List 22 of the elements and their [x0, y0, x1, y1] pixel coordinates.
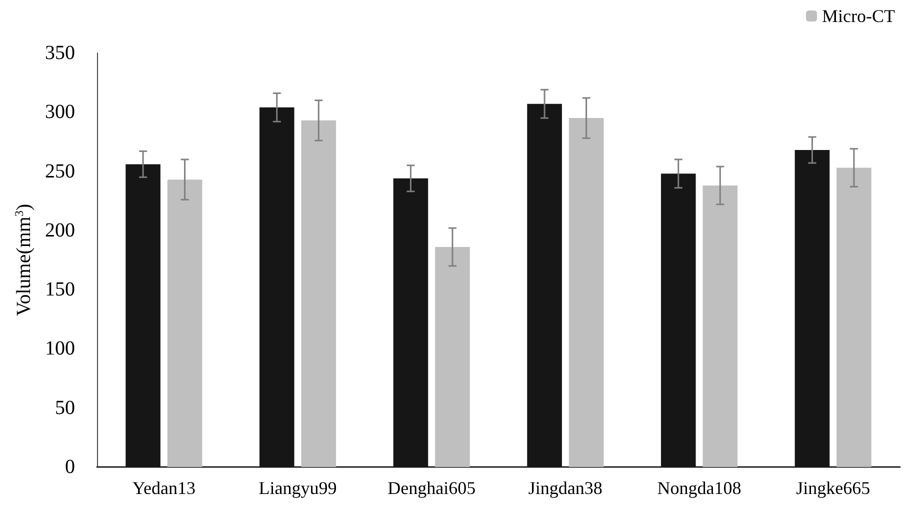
bar: [301, 120, 336, 467]
bar: [435, 246, 470, 467]
x-tick-label: Nongda108: [657, 478, 742, 498]
bar: [702, 185, 738, 467]
x-tick-label: Liangyu99: [258, 478, 337, 498]
y-tick-label: 250: [45, 160, 75, 182]
x-tick-label: Yedan13: [132, 478, 196, 498]
y-axis-title: Volume(mm3): [12, 204, 36, 316]
x-tick-label: Jingdan38: [528, 478, 602, 498]
y-tick-label: 300: [45, 101, 75, 124]
y-tick-label: 50: [55, 396, 75, 419]
y-tick-label: 200: [45, 219, 75, 242]
legend-label: Micro-CT: [822, 6, 896, 26]
y-tick-label: 0: [65, 456, 75, 478]
bar: [568, 118, 604, 467]
y-tick-label: 150: [45, 278, 75, 301]
x-tick-label: Jingke665: [796, 478, 870, 498]
bar: [836, 168, 872, 467]
y-tick-label: 350: [45, 42, 75, 64]
bar: [167, 180, 202, 467]
y-tick-label: 100: [45, 338, 75, 360]
x-tick-label: Denghai605: [388, 478, 476, 498]
